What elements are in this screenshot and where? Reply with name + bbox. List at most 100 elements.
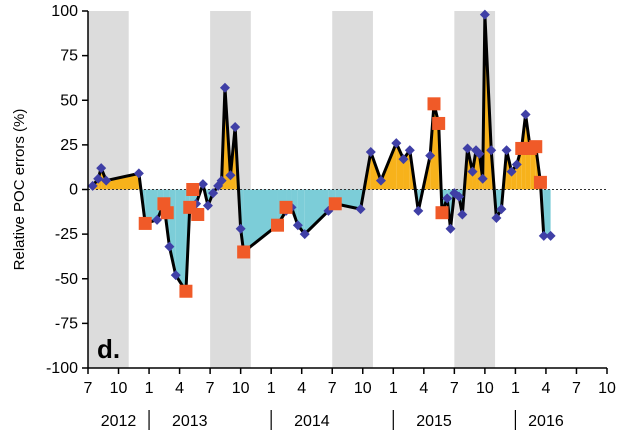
- diamond-point-15: [208, 188, 219, 199]
- diamond-point-32: [375, 175, 386, 186]
- square-point-6: [191, 207, 205, 221]
- square-point-8: [271, 218, 285, 232]
- area-segment-39: [396, 143, 404, 190]
- year-labels: 2012 2013 2014 2015 2016: [101, 410, 564, 430]
- y-tick-label-7: -75: [55, 315, 78, 332]
- y-tick-label-2: 50: [60, 92, 78, 109]
- year-label-4: 2016: [528, 413, 564, 430]
- diamond-point-53: [491, 213, 502, 224]
- diamond-point-64: [545, 230, 556, 241]
- y-tick-label-5: -25: [55, 226, 78, 243]
- x-tick-label-10: 1: [389, 380, 398, 397]
- x-tick-label-4: 7: [206, 380, 215, 397]
- area-segment-27: [243, 189, 278, 252]
- diamond-point-21: [235, 223, 246, 234]
- year-label-2: 2014: [294, 413, 330, 430]
- y-tick-label-8: -100: [46, 360, 78, 377]
- diamond-point-26: [292, 220, 303, 231]
- area-segment-3: [106, 173, 139, 190]
- y-tick-label-3: 25: [60, 137, 78, 154]
- panel-label: d.: [97, 334, 120, 364]
- diamond-point-3: [101, 175, 112, 186]
- diamond-point-30: [355, 204, 366, 215]
- area-segment-69: [516, 146, 522, 190]
- diamond-point-33: [391, 138, 402, 149]
- square-point-16: [529, 140, 543, 154]
- diamond-point-42: [445, 223, 456, 234]
- square-point-12: [432, 116, 446, 130]
- diamond-point-4: [133, 168, 144, 179]
- x-tick-label-8: 7: [328, 380, 337, 397]
- x-tick-label-3: 4: [175, 380, 184, 397]
- x-tick-label-0: 7: [84, 380, 93, 397]
- x-tick-label-7: 4: [297, 380, 306, 397]
- diamond-point-47: [467, 166, 478, 177]
- square-point-2: [160, 206, 174, 220]
- square-point-13: [435, 206, 449, 220]
- diamond-point-54: [496, 204, 507, 215]
- diamond-point-41: [442, 193, 453, 204]
- diamond-point-31: [365, 147, 376, 158]
- area-segment-76: [543, 189, 551, 236]
- diamond-point-44: [454, 191, 465, 202]
- x-axis-ticks: 7 10 1 4 7 10 1 4 7 10 1 4 7 10 1 4 7 10: [84, 368, 616, 397]
- x-tick-label-2: 1: [145, 380, 154, 397]
- square-point-5: [186, 183, 200, 196]
- diamond-point-46: [462, 143, 473, 154]
- year-label-3: 2015: [416, 413, 452, 430]
- square-markers: [138, 97, 547, 298]
- y-tick-label-6: -50: [55, 271, 78, 288]
- diamond-point-35: [404, 145, 415, 156]
- diamond-point-13: [197, 179, 208, 190]
- diamond-point-52: [486, 145, 497, 156]
- square-point-10: [328, 197, 342, 211]
- square-point-0: [138, 216, 152, 230]
- x-tick-label-13: 10: [476, 380, 494, 397]
- diamond-point-20: [230, 122, 241, 133]
- x-tick-label-1: 10: [110, 380, 128, 397]
- x-tick-label-14: 1: [511, 380, 520, 397]
- x-tick-label-16: 7: [572, 380, 581, 397]
- diamond-point-59: [520, 109, 531, 120]
- square-point-3: [179, 284, 193, 298]
- diamond-point-49: [474, 148, 485, 159]
- diamond-point-36: [413, 205, 424, 216]
- diamond-point-27: [299, 229, 310, 240]
- diamond-point-63: [538, 230, 549, 241]
- year-label-0: 2012: [101, 413, 137, 430]
- diamond-point-17: [216, 175, 227, 186]
- x-tick-label-6: 1: [267, 380, 276, 397]
- diamond-point-37: [425, 150, 436, 161]
- diamond-point-2: [96, 163, 107, 174]
- year-label-1: 2013: [172, 413, 208, 430]
- y-axis-label: Relative POC errors (%): [11, 109, 28, 271]
- x-tick-label-12: 7: [450, 380, 459, 397]
- diamond-point-0: [87, 180, 98, 191]
- diamond-point-55: [501, 145, 512, 156]
- square-point-17: [533, 175, 547, 189]
- diamond-point-56: [506, 166, 517, 177]
- diamond-point-19: [225, 170, 236, 181]
- y-axis-ticks: 100 75 50 25 0 -25 -50 -75 -100: [46, 3, 88, 377]
- x-tick-label-15: 4: [541, 380, 550, 397]
- diamond-point-51: [479, 9, 490, 20]
- diamond-point-57: [511, 159, 522, 170]
- x-tick-label-11: 4: [419, 380, 428, 397]
- diamond-point-8: [164, 241, 175, 252]
- area-segment-58: [476, 150, 480, 190]
- square-point-11: [427, 97, 441, 111]
- diamond-point-9: [170, 270, 181, 281]
- y-tick-label-4: 0: [69, 182, 78, 199]
- diamond-point-14: [202, 200, 213, 211]
- diamond-point-34: [398, 154, 409, 165]
- area-segment-10: [175, 189, 186, 292]
- square-point-9: [279, 200, 293, 214]
- x-tick-label-5: 10: [232, 380, 250, 397]
- diamond-point-18: [219, 82, 230, 93]
- y-tick-label-0: 100: [51, 3, 78, 20]
- x-tick-label-17: 10: [598, 380, 616, 397]
- diamond-point-50: [477, 173, 488, 184]
- diamond-point-45: [457, 209, 468, 220]
- diamond-point-1: [93, 173, 104, 184]
